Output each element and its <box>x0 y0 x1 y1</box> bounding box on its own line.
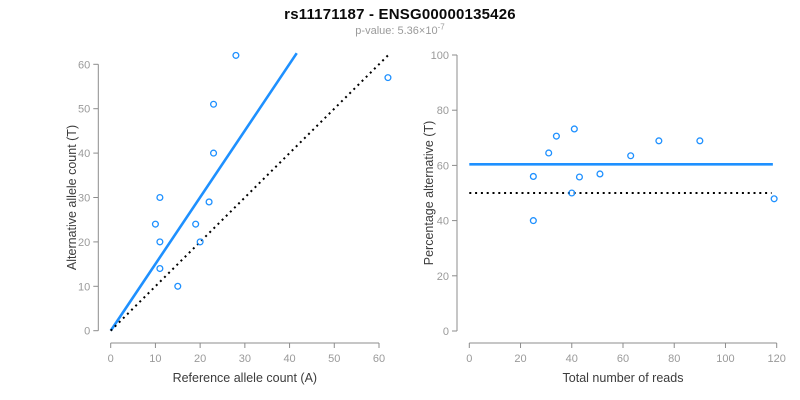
y-tick-label: 20 <box>78 237 90 249</box>
y-tick-label: 40 <box>78 148 90 160</box>
data-point <box>151 220 159 228</box>
figure-title: rs11171187 - ENSG00000135426 <box>284 6 516 23</box>
data-point <box>209 149 218 157</box>
x-tick-label: 60 <box>617 353 629 365</box>
x-tick-label: 30 <box>239 353 251 365</box>
x-tick-label: 80 <box>668 353 680 365</box>
data-point <box>384 74 392 82</box>
x-tick-label: 50 <box>328 353 340 365</box>
identity-line <box>109 54 389 332</box>
x-tick-label: 100 <box>716 353 734 365</box>
data-point <box>655 137 663 145</box>
y-tick-label: 40 <box>437 216 449 228</box>
data-point <box>156 193 164 202</box>
x-tick-label: 40 <box>283 353 295 365</box>
y-tick-label: 60 <box>78 59 90 71</box>
data-point <box>192 220 200 228</box>
data-point <box>770 195 778 203</box>
y-tick-label: 10 <box>78 281 90 293</box>
data-point <box>232 51 240 59</box>
pvalue-text: p-value: 5.36×10 <box>355 25 438 37</box>
data-point <box>156 264 164 273</box>
y-tick-label: 20 <box>437 271 449 283</box>
data-point <box>196 238 204 246</box>
x-tick-label: 20 <box>194 353 206 365</box>
data-point <box>545 149 553 157</box>
x-tick-label: 20 <box>514 353 526 365</box>
data-point <box>696 137 704 145</box>
y-tick-label: 0 <box>443 326 449 338</box>
pvalue-exponent: -7 <box>437 22 445 32</box>
y-tick-label: 30 <box>78 193 90 205</box>
data-point <box>529 217 537 225</box>
x-tick-label: 0 <box>466 353 472 365</box>
data-point <box>529 172 537 180</box>
data-point <box>156 238 164 246</box>
y-tick-label: 100 <box>431 50 449 62</box>
data-point <box>627 152 635 160</box>
data-point <box>570 125 578 133</box>
x-axis-title: Total number of reads <box>563 371 684 385</box>
y-tick-label: 0 <box>84 326 90 338</box>
y-tick-label: 50 <box>78 104 90 116</box>
y-tick-label: 80 <box>437 105 449 117</box>
data-point <box>174 282 182 290</box>
x-tick-label: 60 <box>373 353 385 365</box>
data-point <box>552 132 560 140</box>
y-tick-label: 60 <box>437 160 449 172</box>
x-axis-title: Reference allele count (A) <box>173 371 318 385</box>
x-tick-label: 10 <box>149 353 161 365</box>
x-tick-label: 0 <box>108 353 114 365</box>
data-point <box>568 189 576 197</box>
data-point <box>575 173 584 181</box>
data-point <box>205 198 213 206</box>
data-point <box>209 100 218 108</box>
x-tick-label: 40 <box>566 353 578 365</box>
y-axis-title: Percentage alternative (T) <box>422 121 436 266</box>
data-point <box>596 170 604 178</box>
figure-pvalue: p-value: 5.36×10-7 <box>0 22 800 37</box>
y-axis-title: Alternative allele count (T) <box>65 125 79 270</box>
x-tick-label: 120 <box>768 353 786 365</box>
regression-line <box>109 52 298 332</box>
